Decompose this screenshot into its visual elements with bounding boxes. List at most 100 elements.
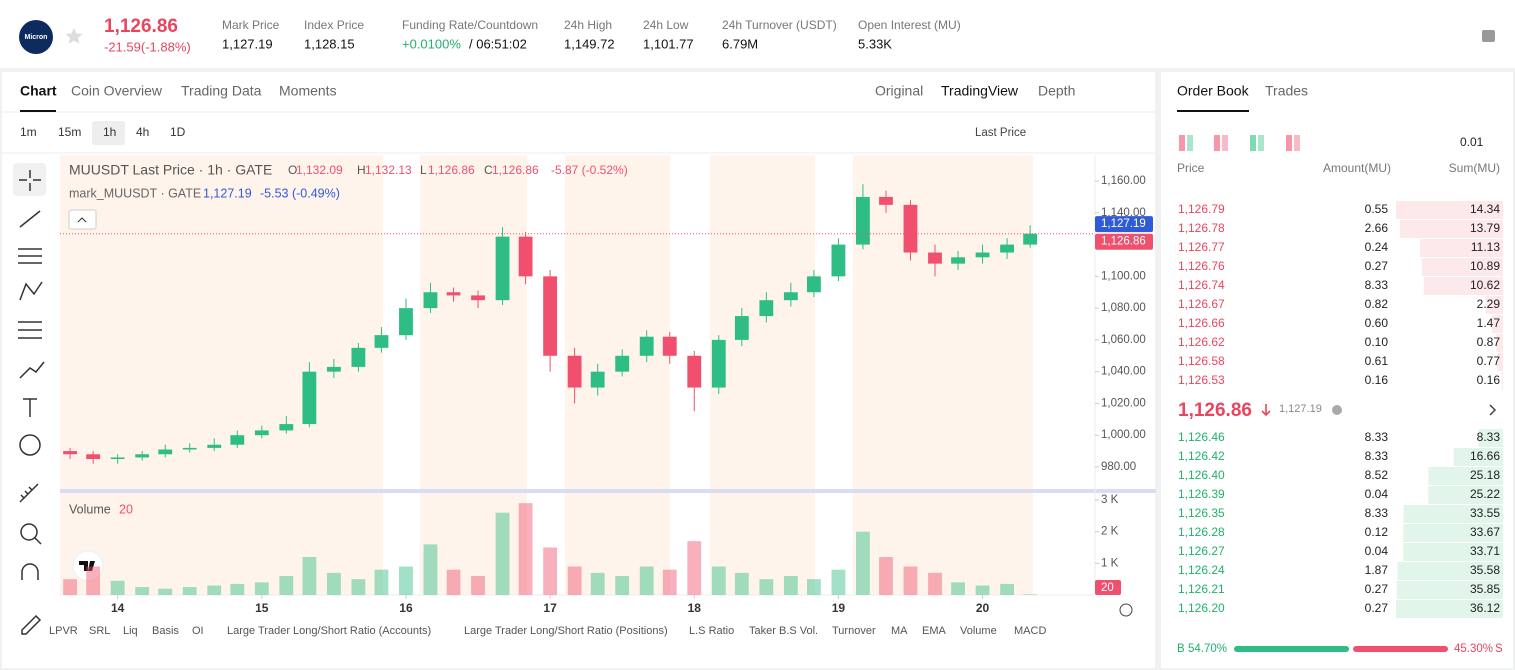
depth-bar	[1428, 467, 1503, 485]
ob-sum: 16.66	[1470, 449, 1500, 463]
depth-bar	[1400, 220, 1503, 238]
price-tag-label: 1,127.19	[1101, 218, 1146, 230]
indicator[interactable]: Taker B.S Vol.	[749, 625, 818, 637]
indicator[interactable]: Large Trader Long/Short Ratio (Accounts)	[227, 625, 431, 637]
precision[interactable]: 0.01	[1460, 135, 1484, 149]
ob-amount: 0.60	[1365, 316, 1389, 330]
collapse-button[interactable]	[68, 209, 97, 230]
view-mode[interactable]	[1294, 135, 1300, 151]
last-price: 1,126.86	[104, 16, 178, 37]
indicator[interactable]: MACD	[1014, 625, 1046, 637]
mark-icon	[1332, 405, 1342, 415]
ob-amount: 0.24	[1365, 240, 1389, 254]
ob-price: 1,126.27	[1178, 544, 1225, 558]
chart-tab[interactable]: Moments	[279, 83, 337, 99]
indicator[interactable]: EMA	[922, 625, 947, 637]
volume-bar	[495, 512, 510, 595]
ob-header: Price	[1177, 161, 1205, 175]
view-mode[interactable]	[1187, 135, 1193, 151]
volume-bar	[975, 585, 990, 595]
volume-bar	[903, 566, 918, 595]
volume-bar	[207, 585, 222, 595]
depth-bar	[1497, 353, 1503, 371]
header-icon[interactable]	[1482, 30, 1495, 42]
ob-price: 1,126.66	[1178, 316, 1225, 330]
ob-price: 1,126.58	[1178, 354, 1225, 368]
interval[interactable]: 1h	[103, 125, 116, 139]
interval[interactable]: 15m	[58, 125, 81, 139]
depth-bar	[1423, 277, 1503, 295]
indicator[interactable]: OI	[192, 625, 204, 637]
view-mode[interactable]	[1179, 135, 1185, 151]
volume-bar	[471, 576, 485, 595]
ob-tab[interactable]: Order Book	[1177, 83, 1250, 99]
price-type[interactable]: Last Price	[975, 127, 1026, 139]
drawing-tools[interactable]	[13, 163, 46, 635]
more-arrow[interactable]	[1489, 404, 1497, 416]
candle-body	[326, 366, 341, 372]
ohlc-value: 1,126.86	[428, 163, 475, 177]
ohlc-value: 1,132.13	[365, 163, 412, 177]
candle-body	[374, 335, 389, 348]
indicator[interactable]: MA	[891, 625, 908, 637]
depth-bar	[1397, 562, 1503, 580]
indicator[interactable]: L.S Ratio	[689, 625, 734, 637]
legend-title: MUUSDT Last Price · 1h · GATE	[69, 162, 272, 178]
chart-tab[interactable]: Trading Data	[181, 83, 262, 99]
ob-sum: 33.67	[1470, 525, 1500, 539]
x-tick-label: 20	[976, 601, 990, 615]
view-mode[interactable]	[1286, 135, 1292, 151]
view-tab[interactable]: TradingView	[941, 83, 1019, 99]
volume-bar	[567, 566, 582, 595]
star-icon[interactable]	[65, 28, 83, 44]
indicator[interactable]: Volume	[960, 625, 997, 637]
ob-amount: 0.12	[1365, 525, 1389, 539]
view-mode[interactable]	[1250, 135, 1256, 151]
view-tab[interactable]: Depth	[1038, 83, 1075, 99]
view-mode[interactable]	[1222, 135, 1228, 151]
volume-legend-value: 20	[119, 502, 133, 516]
indicator[interactable]: Turnover	[832, 625, 876, 637]
candle-body	[879, 196, 893, 205]
view-tab[interactable]: Original	[875, 83, 923, 99]
ob-price: 1,126.76	[1178, 259, 1225, 273]
ratio-bar	[1353, 646, 1448, 652]
y-tick-label: 980.00	[1101, 461, 1136, 473]
ob-price: 1,126.39	[1178, 487, 1225, 501]
volume-bar	[951, 582, 965, 595]
ob-sum: 35.85	[1470, 582, 1500, 596]
view-mode[interactable]	[1214, 135, 1220, 151]
indicator[interactable]: SRL	[89, 625, 110, 637]
interval[interactable]: 4h	[136, 125, 149, 139]
stat-label: Funding Rate/Countdown	[402, 18, 538, 32]
candle-body	[302, 371, 317, 425]
candle-body	[135, 454, 150, 458]
ob-amount: 0.27	[1365, 601, 1389, 615]
indicator[interactable]: Large Trader Long/Short Ratio (Positions…	[464, 625, 668, 637]
indicator[interactable]: Basis	[152, 625, 179, 637]
indicator[interactable]: Liq	[123, 625, 138, 637]
ob-price: 1,126.24	[1178, 563, 1225, 577]
ob-amount: 8.33	[1365, 430, 1389, 444]
ob-amount: 1.87	[1365, 563, 1389, 577]
chart-tab[interactable]: Chart	[20, 83, 57, 99]
ob-sum: 36.12	[1470, 601, 1500, 615]
y-tick-label: 1,140.00	[1101, 207, 1146, 219]
candle-body	[639, 336, 654, 356]
candle-body	[590, 371, 605, 388]
interval[interactable]: 1m	[20, 125, 37, 139]
price-change: -21.59(-1.88%)	[104, 39, 191, 54]
indicator[interactable]: LPVR	[49, 625, 78, 637]
volume-bar	[806, 579, 821, 595]
stat-value: 6.79M	[722, 36, 758, 51]
settings-icon[interactable]	[1119, 603, 1133, 617]
ob-header: Amount(MU)	[1323, 161, 1391, 175]
interval[interactable]: 1D	[170, 125, 186, 139]
view-mode[interactable]	[1258, 135, 1264, 151]
tab-underline	[20, 110, 56, 112]
volume-bar	[855, 531, 870, 595]
chart-tab[interactable]: Coin Overview	[71, 83, 163, 99]
ob-tab[interactable]: Trades	[1265, 83, 1308, 99]
